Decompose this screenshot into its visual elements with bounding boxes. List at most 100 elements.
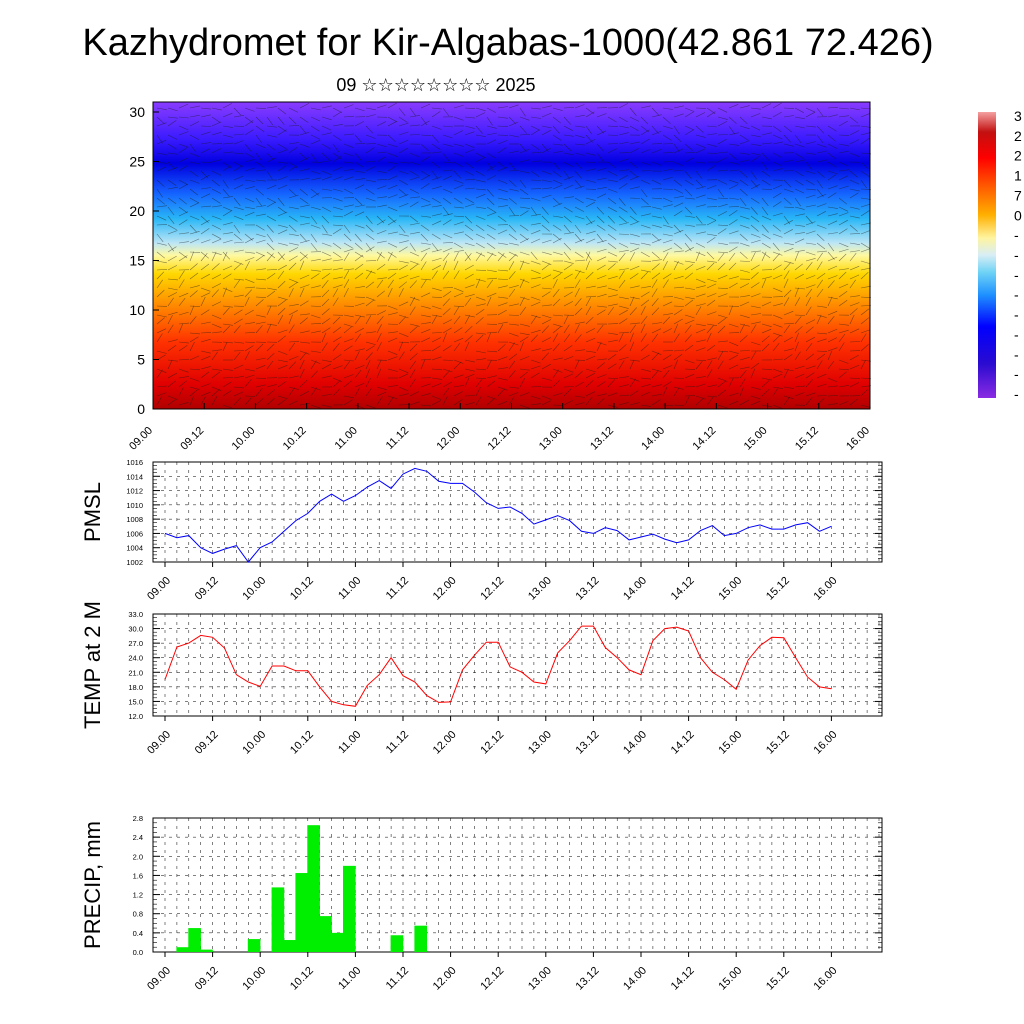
wind-barb (695, 323, 706, 327)
wind-barb (618, 253, 626, 262)
x-tick-label: 15.00 (716, 729, 744, 757)
wind-barb (266, 389, 275, 397)
wind-barb (211, 274, 222, 280)
wind-barb (629, 324, 637, 334)
wind-barb (827, 347, 838, 352)
wind-barb (200, 228, 210, 235)
wind-barb (277, 329, 288, 334)
wind-barb (552, 107, 563, 111)
wind-barb (541, 263, 551, 271)
wind-barb (332, 228, 342, 235)
wind-barb (849, 233, 861, 235)
precip-bar (247, 939, 261, 952)
wind-barb (156, 188, 163, 198)
wind-barb (442, 327, 452, 334)
wind-barb (244, 278, 255, 283)
wind-barb (838, 143, 849, 147)
x-tick-label: 12.00 (431, 575, 459, 603)
wind-barb (706, 299, 716, 307)
wind-barb (200, 107, 211, 110)
wind-barb (662, 354, 672, 361)
wind-barb (431, 315, 438, 325)
wind-barb (222, 239, 233, 244)
wind-barb (266, 323, 277, 326)
wind-barb (783, 220, 793, 226)
wind-barb (321, 233, 332, 236)
wind-barb (211, 179, 221, 187)
y-tick-label: 18.0 (128, 683, 143, 692)
wind-barb (321, 332, 327, 343)
wind-barb (354, 143, 366, 145)
wind-barb (442, 252, 450, 262)
wind-barb (519, 107, 526, 117)
wind-barb (376, 204, 387, 208)
wind-barb (233, 165, 243, 172)
wind-barb (156, 233, 164, 243)
wind-barb (684, 206, 693, 215)
wind-barb (794, 224, 805, 227)
wind-barb (475, 134, 486, 137)
wind-barb (255, 357, 266, 361)
wind-barb (464, 297, 472, 307)
wind-barb (783, 206, 795, 208)
wind-barb (607, 276, 618, 280)
y-tick-label: 30 (129, 104, 145, 120)
wind-barb (640, 291, 650, 298)
wind-barb (321, 268, 332, 271)
wind-barb (332, 111, 342, 118)
wind-barb (717, 242, 728, 245)
wind-barb (497, 251, 507, 258)
wind-barb (255, 314, 266, 318)
wind-barb (673, 387, 680, 397)
wind-barb (255, 398, 264, 406)
x-tick-label: 12.12 (486, 425, 514, 453)
wind-barb (849, 364, 860, 370)
wind-barb (244, 237, 254, 244)
wind-barb (673, 260, 679, 271)
wind-barb (288, 188, 297, 197)
wind-barb (486, 296, 492, 307)
wind-barb (200, 174, 210, 181)
wind-barb (211, 116, 221, 123)
x-tick-label: 12.00 (431, 729, 459, 757)
wind-barb (739, 399, 749, 406)
wind-barb (288, 324, 295, 334)
wind-barb (222, 325, 231, 334)
wind-barb (178, 165, 188, 172)
wind-barb (684, 233, 693, 242)
wind-barb (497, 388, 506, 397)
wind-barb (827, 106, 839, 109)
wind-barb (200, 366, 211, 370)
wind-barb (684, 170, 692, 179)
wind-barb (343, 161, 354, 164)
wind-barb (783, 348, 794, 352)
wind-barb (365, 315, 372, 325)
wind-barb (167, 215, 175, 224)
wind-barb (464, 315, 471, 325)
wind-barb (519, 188, 529, 196)
wind-barb (387, 152, 398, 158)
wind-barb (288, 242, 299, 246)
wind-barb (178, 206, 188, 213)
wind-barb (673, 229, 684, 235)
wind-barb (618, 103, 629, 109)
wind-barb (167, 134, 178, 140)
wind-barb (585, 297, 591, 307)
wind-barb (552, 314, 564, 317)
wind-barb (816, 233, 825, 242)
wind-barb (442, 308, 451, 316)
wind-barb (717, 157, 728, 163)
wind-barb (343, 104, 354, 109)
wind-barb (629, 215, 639, 223)
wind-barb (453, 250, 464, 253)
wind-barb (618, 360, 625, 370)
wind-barb (585, 328, 596, 334)
wind-barb (189, 285, 200, 289)
wind-barb (321, 143, 331, 150)
wind-barb (420, 261, 427, 271)
wind-barb (266, 106, 277, 109)
wind-barb (607, 125, 619, 127)
wind-barb (519, 323, 530, 327)
